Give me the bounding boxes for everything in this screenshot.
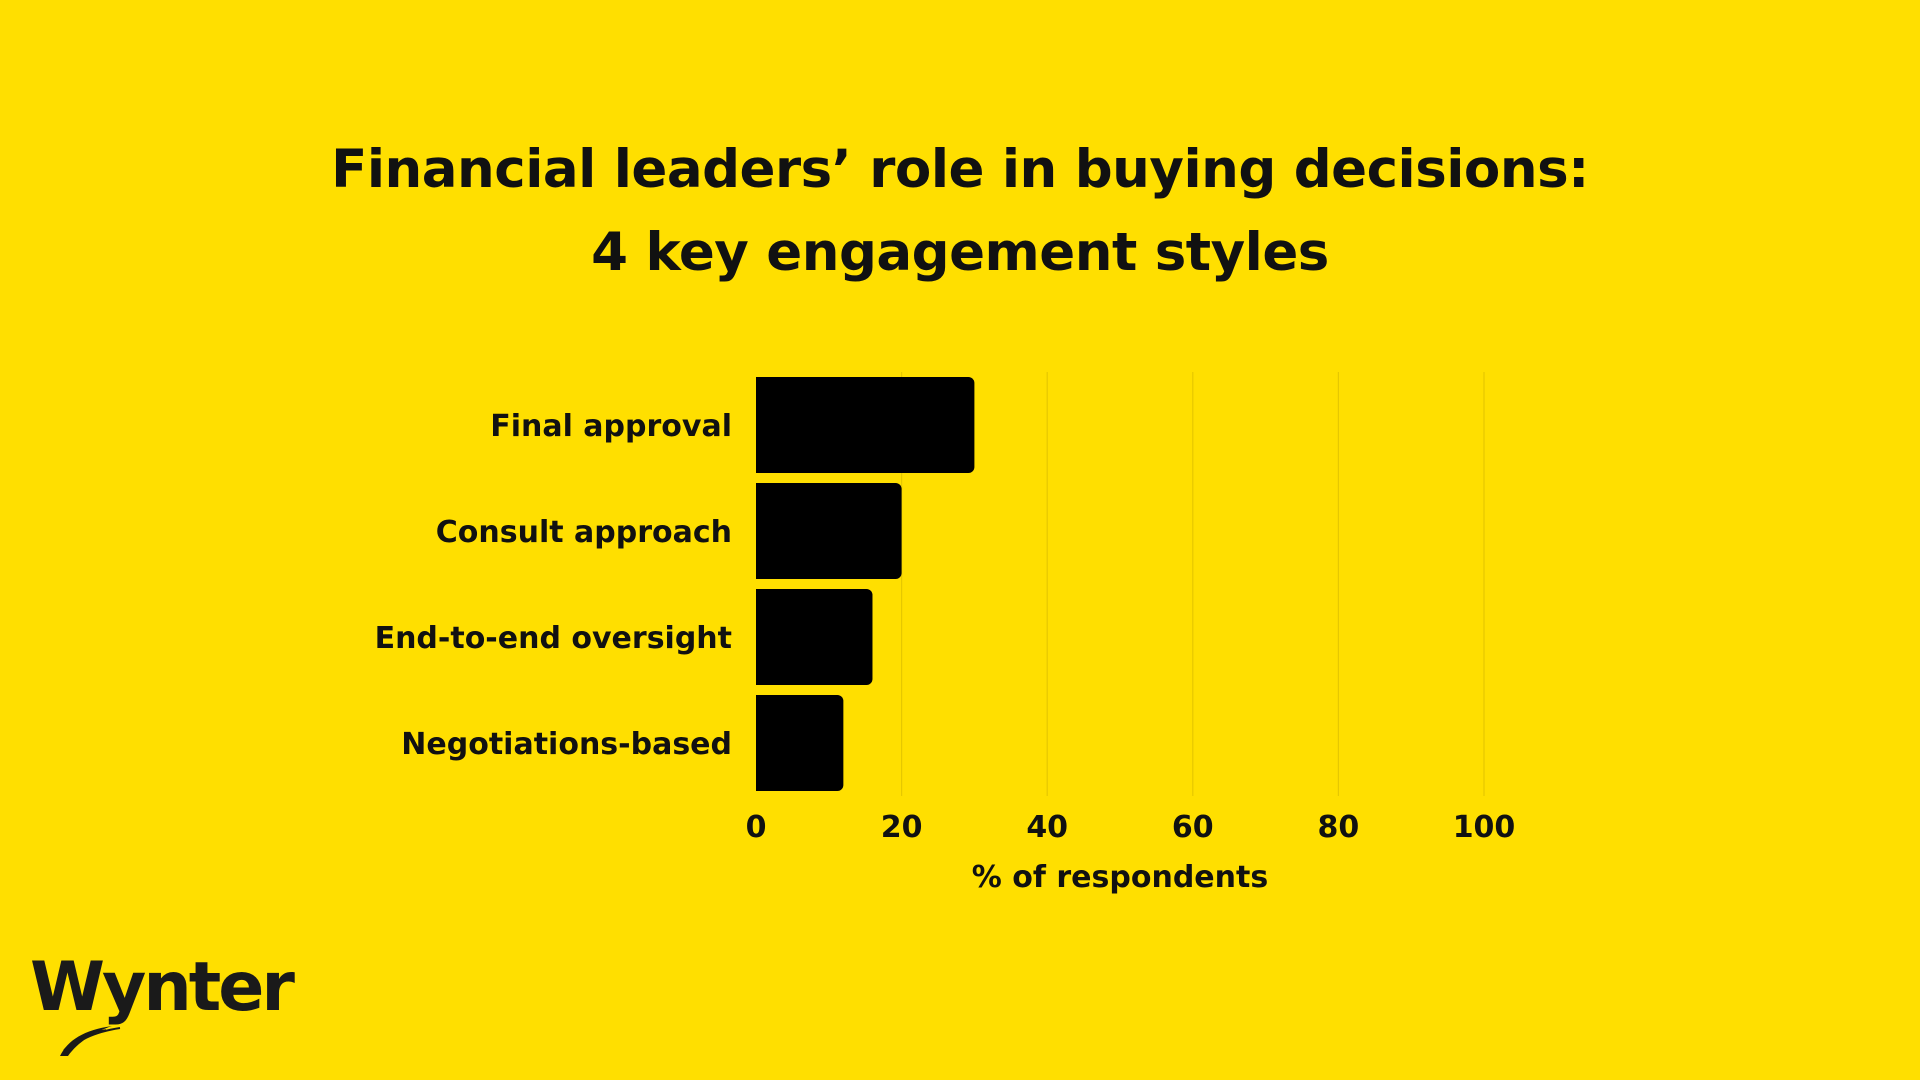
bar-negotiations-based: [756, 695, 844, 791]
bar-final-approval: [756, 377, 975, 473]
x-axis-label: % of respondents: [972, 860, 1268, 895]
bar-edge-3: [756, 695, 764, 791]
x-tick-label: 80: [1318, 810, 1360, 845]
wynter-logo: Wynter: [30, 948, 310, 1068]
x-tick-label: 0: [746, 810, 767, 845]
x-tick-label: 20: [881, 810, 923, 845]
chart-title-line-1: Financial leaders’ role in buying decisi…: [331, 139, 1589, 200]
bar-consult-approach: [756, 483, 902, 579]
x-tick-labels: 0 20 40 60 80 100: [746, 810, 1516, 845]
category-label: Negotiations-based: [401, 727, 732, 762]
chart-title: Financial leaders’ role in buying decisi…: [0, 128, 1920, 294]
grid-lines: [900, 372, 1485, 796]
brush-swoosh-icon: [60, 1026, 121, 1056]
chart-title-line-2: 4 key engagement styles: [591, 222, 1329, 283]
bar-edge-2: [756, 589, 764, 685]
bar-end-to-end-oversight: [756, 589, 873, 685]
category-label: End-to-end oversight: [375, 621, 732, 656]
x-tick-label: 60: [1172, 810, 1214, 845]
bar-edge-0: [756, 377, 764, 473]
category-label: Final approval: [490, 409, 732, 444]
x-tick-label: 100: [1453, 810, 1516, 845]
x-tick-label: 40: [1026, 810, 1068, 845]
logo-wordmark: Wynter: [30, 948, 295, 1027]
category-labels: Final approval Consult approach End-to-end…: [375, 409, 732, 762]
bar-edge-1: [756, 483, 764, 579]
bars: [756, 377, 975, 791]
category-label: Consult approach: [436, 515, 732, 550]
